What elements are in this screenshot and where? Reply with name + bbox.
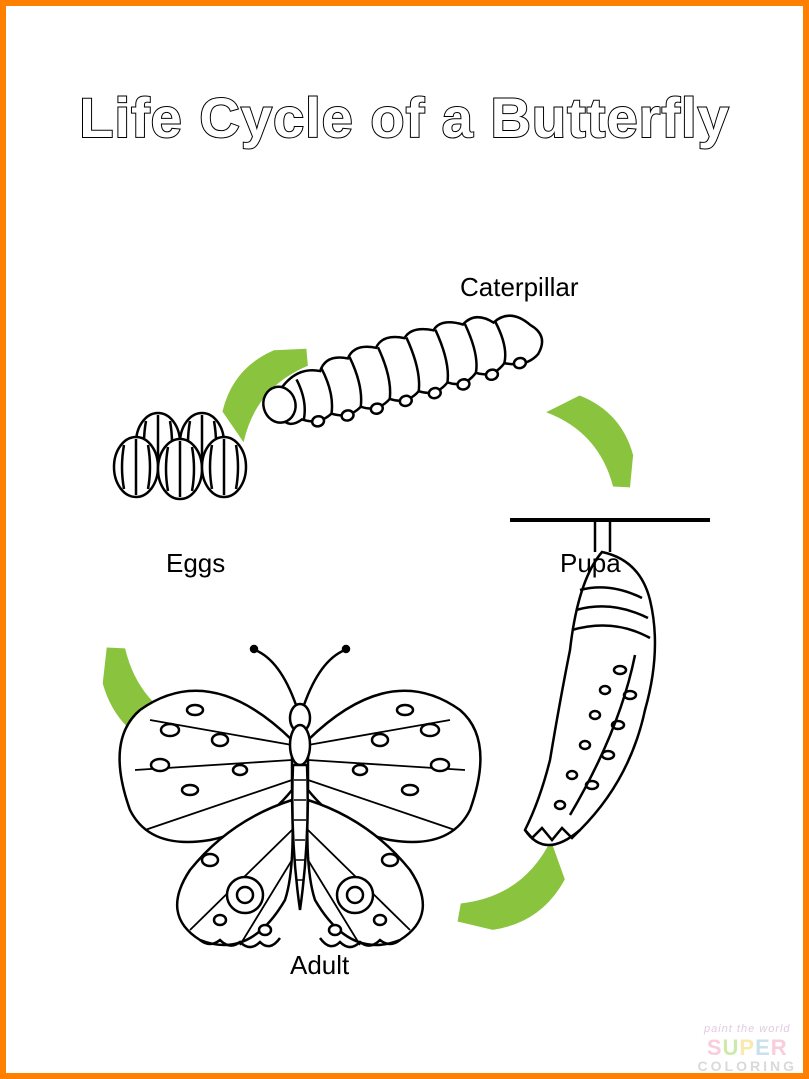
eggs-icon bbox=[114, 413, 246, 499]
watermark-sub: COLORING bbox=[698, 1059, 797, 1073]
watermark: paint the world SUPER COLORING bbox=[698, 1024, 797, 1073]
label-caterpillar: Caterpillar bbox=[460, 272, 579, 303]
watermark-brand: SUPER bbox=[698, 1037, 797, 1059]
label-adult: Adult bbox=[290, 950, 349, 981]
label-eggs: Eggs bbox=[166, 548, 225, 579]
page-frame: Life Cycle of a Butterfly bbox=[0, 0, 809, 1079]
butterfly-icon bbox=[120, 646, 481, 947]
caterpillar-icon bbox=[254, 299, 549, 442]
label-pupa: Pupa bbox=[560, 548, 621, 579]
lifecycle-diagram bbox=[0, 0, 809, 1079]
watermark-tagline: paint the world bbox=[698, 1024, 797, 1035]
